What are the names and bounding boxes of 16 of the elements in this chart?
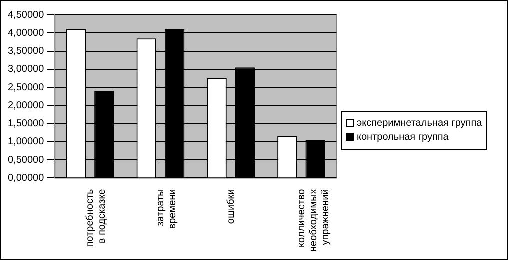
y-tick-label: 1,50000: [8, 118, 45, 130]
y-tick-label: 2,00000: [8, 100, 45, 112]
y-tick-label: 0,50000: [8, 154, 45, 166]
x-tick-label: потребность в подсказке: [85, 188, 108, 248]
y-tick-label: 4,00000: [8, 28, 45, 39]
x-tick-label: колличество необходимых упражнений: [296, 188, 332, 252]
y-tick-label: 4,50000: [8, 10, 45, 21]
y-tick-label: 0,00000: [8, 172, 45, 184]
y-tick-label: 2,50000: [8, 82, 45, 94]
legend-label: контрольная группа: [357, 132, 449, 142]
x-tick-label: ошибки: [226, 189, 237, 224]
x-tick-label: затраты времени: [155, 189, 178, 230]
y-tick-label: 1,00000: [8, 136, 45, 148]
legend-label: эксперимнетальная группа: [357, 118, 482, 128]
y-tick-label: 3,00000: [8, 64, 45, 76]
y-tick-label: 3,50000: [8, 46, 45, 58]
